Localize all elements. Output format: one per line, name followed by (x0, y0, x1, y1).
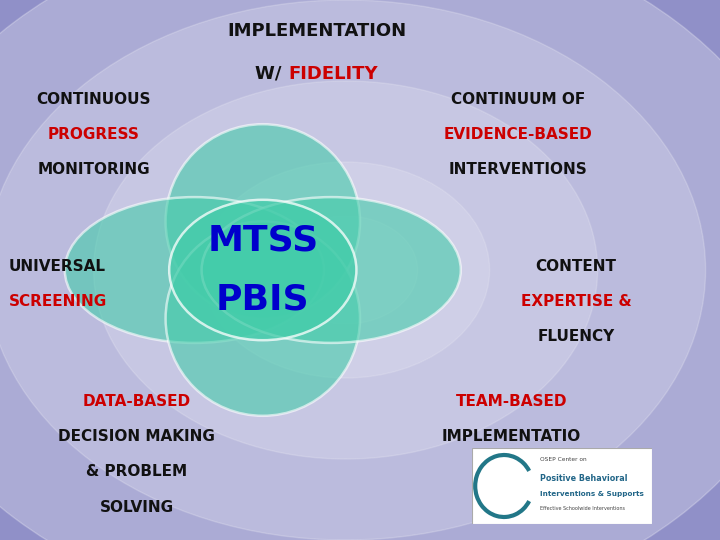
Text: OSEP Center on: OSEP Center on (540, 457, 587, 462)
Text: FLUENCY: FLUENCY (537, 329, 615, 345)
Circle shape (94, 81, 598, 459)
Text: W/: W/ (256, 65, 288, 83)
Text: FIDELITY: FIDELITY (288, 65, 377, 83)
Text: DATA-BASED: DATA-BASED (83, 394, 191, 409)
Text: EXPERTISE &: EXPERTISE & (521, 294, 631, 309)
Text: CONTINUUM OF: CONTINUUM OF (451, 92, 585, 107)
Text: SOLVING: SOLVING (100, 500, 174, 515)
Text: TEAM-BASED: TEAM-BASED (456, 394, 567, 409)
Text: INTERVENTIONS: INTERVENTIONS (449, 162, 588, 177)
Text: MONITORING: MONITORING (37, 162, 150, 177)
Circle shape (202, 162, 490, 378)
Text: PROGRESS: PROGRESS (48, 127, 140, 142)
Ellipse shape (65, 197, 324, 343)
Ellipse shape (202, 197, 461, 343)
Text: CONTENT: CONTENT (536, 259, 616, 274)
Ellipse shape (166, 221, 360, 416)
FancyBboxPatch shape (472, 448, 652, 524)
Text: MTSS: MTSS (207, 224, 318, 257)
Text: UNIVERSAL: UNIVERSAL (9, 259, 106, 274)
Circle shape (274, 216, 418, 324)
Text: EVIDENCE-BASED: EVIDENCE-BASED (444, 127, 593, 142)
Text: & PROBLEM: & PROBLEM (86, 464, 187, 480)
Text: Interventions & Supports: Interventions & Supports (540, 490, 644, 497)
Text: N: N (505, 464, 518, 480)
Ellipse shape (166, 124, 360, 319)
Text: PBIS: PBIS (216, 283, 310, 316)
Circle shape (169, 200, 356, 340)
Text: Positive Behavioral: Positive Behavioral (540, 474, 628, 483)
Text: CONTINUOUS: CONTINUOUS (36, 92, 151, 107)
Text: SCREENING: SCREENING (9, 294, 107, 309)
Text: DECISION MAKING: DECISION MAKING (58, 429, 215, 444)
Text: Effective Schoolwide Interventions: Effective Schoolwide Interventions (540, 505, 625, 511)
Text: IMPLEMENTATIO: IMPLEMENTATIO (441, 429, 581, 444)
Text: IMPLEMENTATION: IMPLEMENTATION (228, 22, 406, 39)
